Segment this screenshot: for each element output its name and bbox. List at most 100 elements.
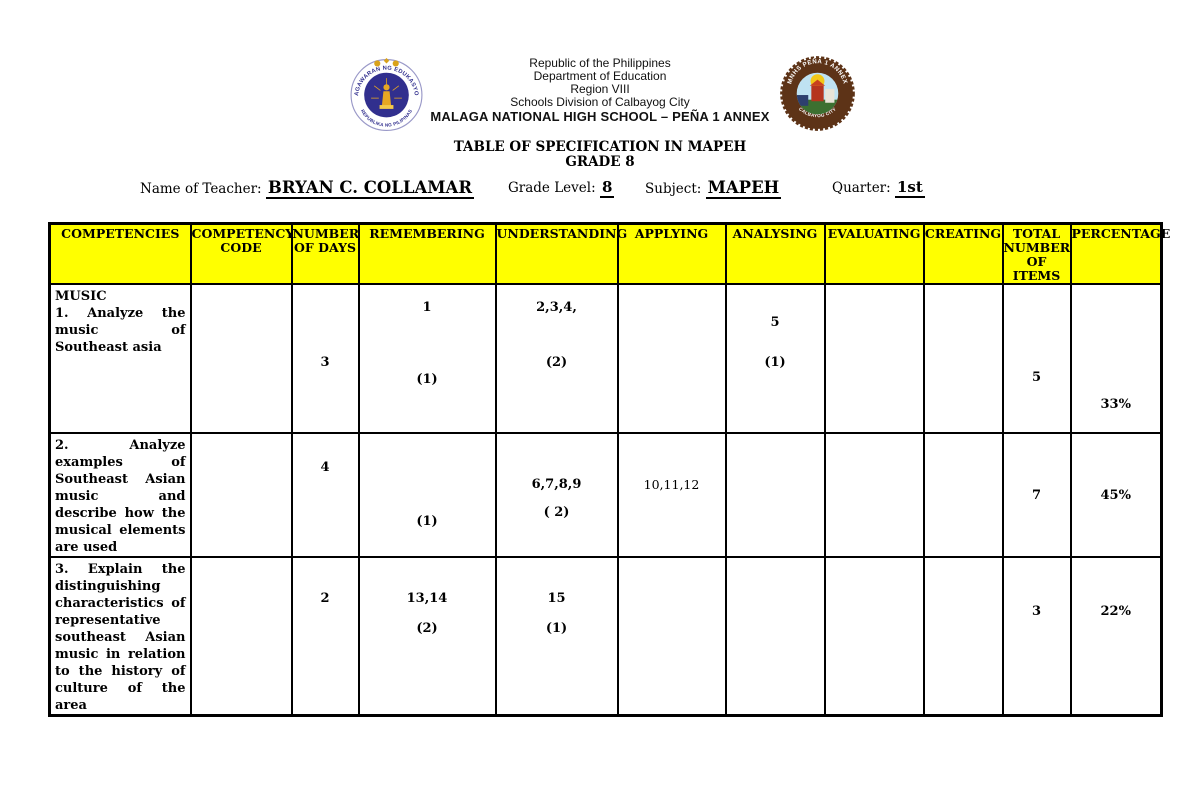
item-count: (1) <box>545 621 568 636</box>
cell-remembering: (1) <box>357 432 497 558</box>
cell-creating <box>922 432 1004 558</box>
competency-text: 2. Analyze examples of Southeast Asian m… <box>55 438 186 555</box>
cell-percentage: 33% <box>1069 283 1163 434</box>
cell-applying <box>616 556 727 717</box>
total-items-value: 7 <box>1031 488 1042 503</box>
quarter-value: 1st <box>894 178 925 198</box>
competency-heading: MUSIC <box>55 289 107 304</box>
quarter-label: Quarter: <box>832 180 891 196</box>
grade-level-label: Grade Level: <box>508 180 596 196</box>
cell-applying <box>616 283 727 434</box>
grade-level-field: Grade Level: 8 <box>508 178 615 198</box>
cell-competency: 2. Analyze examples of Southeast Asian m… <box>48 432 192 558</box>
seal-torch-figure <box>379 84 394 109</box>
cell-competency: MUSIC 1. Analyze the music of Southeast … <box>48 283 192 434</box>
teacher-field: Name of Teacher: BRYAN C. COLLAMAR <box>140 178 475 199</box>
col-header-evaluating: EVALUATING <box>823 222 925 285</box>
col-header-competencies: COMPETENCIES <box>48 222 192 285</box>
days-value: 2 <box>320 591 330 606</box>
cell-applying: 10,11,12 <box>616 432 727 558</box>
cell-understanding: 15 (1) <box>494 556 619 717</box>
document-title-block: TABLE OF SPECIFICATION IN MAPEH GRADE 8 <box>0 140 1200 170</box>
document-subtitle: GRADE 8 <box>565 154 635 170</box>
cell-creating <box>922 556 1004 717</box>
item-count: (2) <box>416 621 438 636</box>
cell-percentage: 22% <box>1069 556 1163 717</box>
item-numbers: 10,11,12 <box>643 477 700 492</box>
days-value: 4 <box>320 460 330 475</box>
cell-days: 3 <box>290 283 360 434</box>
subject-label: Subject: <box>645 181 702 197</box>
cell-analysing: 5 (1) <box>724 283 826 434</box>
item-count: ( 2) <box>543 505 570 520</box>
school-annex-seal-logo: MNHS PEÑA 1 ANNEX CALBAYOG CITY <box>780 56 855 131</box>
cell-understanding: 2,3,4, (2) <box>494 283 619 434</box>
letterhead-line-department: Department of Education <box>533 69 667 83</box>
cell-days: 2 <box>290 556 360 717</box>
item-numbers: 15 <box>547 591 566 606</box>
col-header-competency-code: COMPETENCY CODE <box>189 222 294 285</box>
percentage-value: 22% <box>1100 604 1131 619</box>
item-count: (2) <box>545 355 568 370</box>
item-numbers: 1 <box>422 300 432 315</box>
col-header-percentage: PERCENTAGE <box>1069 222 1170 285</box>
item-numbers: 2,3,4, <box>536 300 577 315</box>
competency-text: 3. Explain the distinguishing characteri… <box>55 562 186 713</box>
cell-remembering: 13,14 (2) <box>357 556 497 717</box>
table-row-competency-3: 3. Explain the distinguishing characteri… <box>48 556 1163 717</box>
cell-total-items: 5 <box>1001 283 1072 434</box>
percentage-value: 45% <box>1100 488 1131 503</box>
table-row-competency-2: 2. Analyze examples of Southeast Asian m… <box>48 432 1163 558</box>
quarter-field: Quarter: 1st <box>832 178 925 198</box>
cell-remembering: 1 (1) <box>357 283 497 434</box>
item-count: (1) <box>764 355 786 370</box>
letterhead: Republic of the Philippines Department o… <box>0 56 1200 124</box>
cell-analysing <box>724 432 826 558</box>
cell-competency-code <box>189 283 293 434</box>
letterhead-line-division: Schools Division of Calbayog City <box>510 95 690 109</box>
deped-seal-logo: KAGAWARAN NG EDUKASYON REPUBLIKA NG PILI… <box>348 55 423 132</box>
competency-text: 1. Analyze the music of Southeast asia <box>55 306 186 355</box>
table-of-specification: COMPETENCIES COMPETENCY CODE NUMBER OF D… <box>48 222 1170 717</box>
col-header-creating: CREATING <box>922 222 1004 285</box>
seal-rays <box>371 78 402 99</box>
cell-competency-code <box>189 432 293 558</box>
col-header-applying: APPLYING <box>616 222 727 285</box>
tos-table: COMPETENCIES COMPETENCY CODE NUMBER OF D… <box>48 222 1170 717</box>
total-items-value: 3 <box>1031 604 1042 619</box>
cell-total-items: 3 <box>1001 556 1072 717</box>
col-header-remembering: REMEMBERING <box>357 222 497 285</box>
cell-percentage: 45% <box>1069 432 1163 558</box>
item-count: (1) <box>416 372 438 387</box>
cell-creating <box>922 283 1004 434</box>
subject-field: Subject: MAPEH <box>645 178 782 199</box>
letterhead-line-republic: Republic of the Philippines <box>529 56 671 70</box>
seal-top-ornaments <box>374 58 399 67</box>
cell-total-items: 7 <box>1001 432 1072 558</box>
total-items-value: 5 <box>1031 370 1042 385</box>
document-title: TABLE OF SPECIFICATION IN MAPEH <box>453 139 747 155</box>
col-header-understanding: UNDERSTANDING <box>494 222 627 285</box>
subject-value: MAPEH <box>705 178 782 199</box>
cell-analysing <box>724 556 826 717</box>
col-header-number-of-days: NUMBER OF DAYS <box>290 222 360 285</box>
table-row-competency-1: MUSIC 1. Analyze the music of Southeast … <box>48 283 1163 434</box>
annex-center-scene <box>796 72 839 115</box>
teacher-value: BRYAN C. COLLAMAR <box>265 178 475 199</box>
col-header-analysing: ANALYSING <box>724 222 826 285</box>
days-value: 3 <box>320 355 330 370</box>
letterhead-line-region: Region VIII <box>570 82 630 96</box>
cell-evaluating <box>823 432 925 558</box>
percentage-value: 33% <box>1100 397 1131 412</box>
cell-understanding: 6,7,8,9 ( 2) <box>494 432 619 558</box>
col-header-total-items: TOTAL NUMBER OF ITEMS <box>1001 222 1072 285</box>
cell-evaluating <box>823 283 925 434</box>
cell-competency: 3. Explain the distinguishing characteri… <box>48 556 192 717</box>
cell-competency-code <box>189 556 293 717</box>
item-numbers: 6,7,8,9 <box>531 477 582 492</box>
cell-evaluating <box>823 556 925 717</box>
item-count: (1) <box>416 514 438 529</box>
item-numbers: 5 <box>770 315 780 330</box>
teacher-label: Name of Teacher: <box>140 181 262 197</box>
